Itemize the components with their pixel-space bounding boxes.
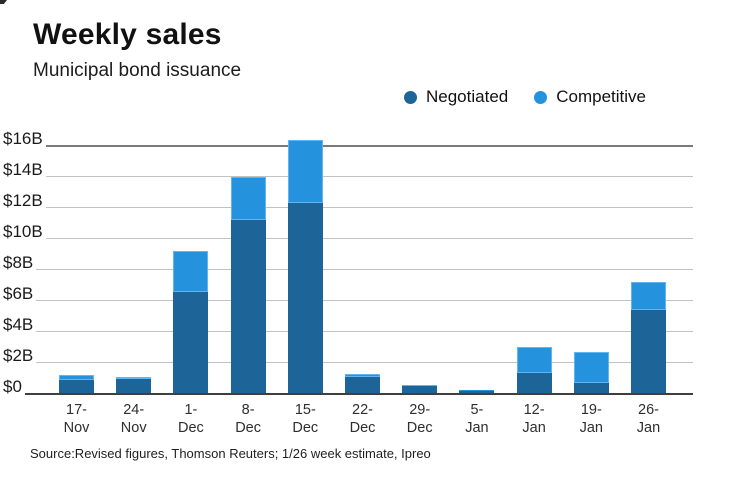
y-axis-tick-label: $8B: [3, 252, 34, 272]
gridline-row: $10B: [3, 223, 693, 240]
y-axis-tick-label: $2B: [3, 345, 34, 365]
gridline-row: $4B: [3, 316, 693, 333]
x-axis-label: 29- Dec: [406, 402, 433, 436]
bar-segment-competitive: [402, 385, 438, 386]
x-axis-label: 1- Dec: [177, 402, 204, 436]
gridline: [45, 238, 693, 239]
x-axis-label: 12- Jan: [522, 402, 546, 436]
gridline: [36, 330, 693, 332]
legend-item-negotiated: Negotiated: [404, 87, 508, 107]
gridline: [45, 145, 693, 148]
bar-segment-negotiated: [516, 373, 552, 394]
bar-segment-negotiated: [173, 291, 209, 394]
x-axis-label: 15- Dec: [292, 402, 319, 436]
negotiated-dot-icon: [404, 90, 417, 104]
gridline-row: $2B: [3, 347, 693, 364]
bar-segment-negotiated: [345, 376, 380, 394]
x-axis-label: 22- Dec: [349, 402, 376, 436]
legend: Negotiated Competitive: [404, 87, 646, 107]
legend-item-competitive: Competitive: [534, 87, 646, 107]
legend-label-negotiated: Negotiated: [426, 87, 509, 106]
x-axis-label: 5- Jan: [465, 402, 489, 436]
gridline-row: $14B: [3, 161, 693, 178]
y-axis-tick-label: $6B: [3, 283, 34, 303]
bar-segment-competitive: [173, 251, 209, 292]
x-axis-baseline: [30, 393, 693, 395]
bar-segment-competitive: [573, 351, 609, 383]
x-axis-label: 26- Jan: [636, 402, 661, 436]
competitive-dot-icon: [534, 90, 548, 104]
y-axis-tick-label: $4B: [3, 314, 34, 334]
bar-segment-negotiated: [287, 203, 323, 394]
bar-segment-negotiated: [459, 390, 495, 394]
bar-segment-competitive: [59, 374, 94, 380]
bar-segment-competitive: [345, 374, 380, 377]
x-axis-label: 19- Jan: [579, 402, 603, 436]
y-axis-tick-label: $14B: [3, 160, 43, 180]
gridline-row: $16B: [3, 129, 693, 149]
bar-segment-competitive: [116, 376, 152, 379]
gridline-row: $8B: [3, 254, 693, 271]
bar-segment-competitive: [287, 140, 323, 204]
gridline: [36, 268, 693, 270]
bar-segment-negotiated: [402, 385, 438, 394]
x-axis-label: 24- Nov: [120, 402, 147, 436]
bar-segment-competitive: [230, 177, 266, 221]
bar-segment-negotiated: [116, 378, 152, 394]
y-axis-tick-label: $10B: [3, 222, 43, 241]
bar-segment-competitive: [516, 347, 552, 374]
gridline: [45, 207, 693, 209]
source-attribution: Source:Revised figures, Thomson Reuters;…: [30, 446, 431, 461]
chart-title: Weekly sales: [33, 18, 222, 51]
bar-segment-competitive: [459, 389, 495, 391]
bar-segment-negotiated: [631, 310, 666, 394]
gridline: [36, 299, 693, 301]
corner-artifact: [0, 0, 7, 4]
chart-subtitle: Municipal bond issuance: [33, 60, 242, 81]
y-axis-tick-label: $0: [3, 376, 22, 396]
gridline: [36, 361, 693, 363]
gridline-row: $6B: [3, 285, 693, 302]
y-axis-tick-label: $16B: [3, 129, 43, 149]
legend-label-competitive: Competitive: [556, 87, 646, 106]
x-axis-label: 8- Dec: [235, 402, 261, 436]
x-axis-label: 17- Nov: [63, 402, 90, 436]
y-axis-tick-label: $12B: [3, 191, 43, 211]
bar-segment-competitive: [631, 282, 666, 311]
bar-segment-negotiated: [573, 382, 609, 394]
bar-segment-negotiated: [59, 379, 94, 394]
gridline-row: $12B: [3, 192, 693, 209]
bar-segment-negotiated: [230, 220, 266, 394]
gridline: [45, 176, 693, 178]
